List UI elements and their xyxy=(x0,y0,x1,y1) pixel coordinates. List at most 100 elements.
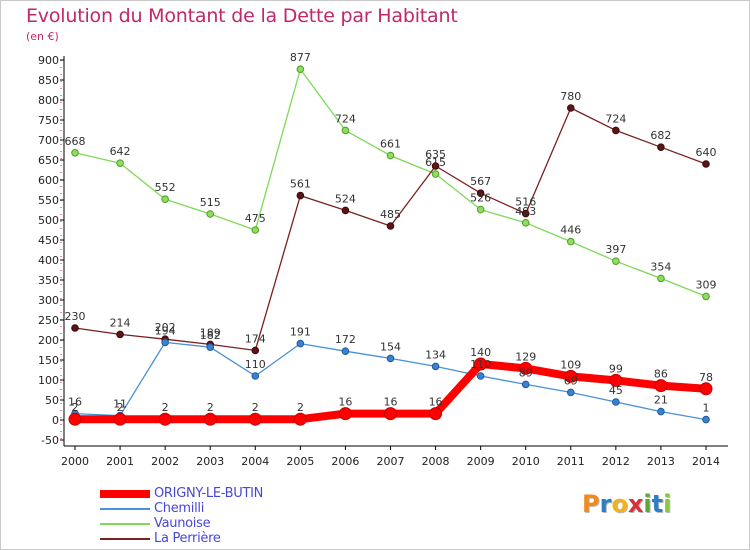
data-point xyxy=(341,126,350,135)
data-point xyxy=(566,237,575,246)
data-label: 16 xyxy=(384,396,398,409)
data-point xyxy=(521,380,530,389)
data-point xyxy=(429,407,443,421)
data-label: 724 xyxy=(335,112,356,125)
data-label: 2 xyxy=(117,401,124,414)
data-point xyxy=(609,373,623,387)
data-label: 661 xyxy=(380,138,401,151)
x-tick-label: 2012 xyxy=(602,455,630,468)
data-label: 2 xyxy=(72,401,79,414)
logo-letter: r xyxy=(599,490,612,518)
chart-subtitle: (en €) xyxy=(26,30,59,43)
legend-swatch xyxy=(100,489,150,498)
data-label: 214 xyxy=(110,316,131,329)
data-point xyxy=(699,382,713,396)
data-label: 69 xyxy=(564,374,578,387)
data-point xyxy=(654,379,668,393)
data-label: 78 xyxy=(699,371,713,384)
y-tick-label: 450 xyxy=(38,234,59,247)
data-point xyxy=(521,219,530,227)
y-tick-label: 500 xyxy=(38,214,59,227)
y-tick-label: -50 xyxy=(41,434,59,447)
data-label: 446 xyxy=(560,224,581,237)
data-point xyxy=(251,372,260,380)
y-tick-label: 50 xyxy=(45,394,59,407)
data-point xyxy=(203,412,217,426)
y-tick-label: 150 xyxy=(38,354,59,367)
data-point xyxy=(612,126,620,135)
data-label: 397 xyxy=(605,243,626,256)
data-label: 140 xyxy=(470,346,491,359)
data-label: 189 xyxy=(200,326,221,339)
data-label: 182 xyxy=(200,329,221,342)
x-tick-label: 2000 xyxy=(61,455,89,468)
data-label: 2 xyxy=(207,401,214,414)
data-point xyxy=(296,65,305,73)
logo-letter: i xyxy=(663,490,672,518)
legend-swatch xyxy=(100,522,150,525)
data-label: 2 xyxy=(297,401,304,414)
data-label: 191 xyxy=(290,326,311,339)
data-point xyxy=(251,346,260,355)
data-point xyxy=(431,362,440,371)
data-label: 309 xyxy=(696,278,717,291)
data-label: 194 xyxy=(155,324,176,337)
data-point xyxy=(296,191,305,200)
legend-item: La Perrière xyxy=(100,531,263,546)
data-point xyxy=(476,205,485,214)
data-label: 724 xyxy=(605,112,626,125)
data-point xyxy=(657,407,665,416)
data-label: 172 xyxy=(335,333,356,346)
data-point xyxy=(341,206,350,215)
logo-letter: o xyxy=(611,490,628,518)
y-tick-label: 250 xyxy=(38,314,59,327)
data-point xyxy=(566,388,575,397)
data-point xyxy=(116,159,124,167)
y-tick-label: 650 xyxy=(38,154,59,167)
data-point xyxy=(384,407,397,421)
data-label: 109 xyxy=(560,358,581,371)
legend-item: Vaunoise xyxy=(100,516,263,531)
x-tick-label: 2004 xyxy=(241,455,269,468)
legend-item: ORIGNY-LE-BUTIN xyxy=(100,486,263,501)
x-tick-label: 2002 xyxy=(151,455,179,468)
data-label: 567 xyxy=(470,175,491,188)
data-point xyxy=(702,415,710,424)
data-label: 202 xyxy=(155,321,176,334)
data-label: 640 xyxy=(696,146,717,159)
data-label: 552 xyxy=(155,181,176,194)
data-label: 129 xyxy=(515,350,536,363)
data-label: 561 xyxy=(290,178,311,191)
x-tick-label: 2008 xyxy=(422,455,450,468)
logo-letter: t xyxy=(651,490,664,518)
data-point xyxy=(657,143,665,151)
data-label: 86 xyxy=(654,368,668,381)
x-tick-label: 2013 xyxy=(647,455,675,468)
y-tick-label: 550 xyxy=(38,194,59,207)
data-label: 524 xyxy=(335,192,356,205)
legend-label: Chemilli xyxy=(154,501,205,516)
data-point xyxy=(248,412,262,426)
data-label: 1 xyxy=(703,402,710,415)
x-tick-label: 2011 xyxy=(557,455,585,468)
data-label: 515 xyxy=(200,196,221,209)
proxiti-logo: Proxiti xyxy=(582,490,671,518)
data-point xyxy=(386,151,395,160)
data-label: 615 xyxy=(425,156,446,169)
data-label: 16 xyxy=(68,396,82,409)
data-point xyxy=(476,372,485,380)
data-point xyxy=(206,343,215,352)
data-label: 154 xyxy=(380,340,401,353)
data-point xyxy=(657,274,665,283)
legend-label: La Perrière xyxy=(154,531,221,546)
logo-letter: P xyxy=(582,490,600,518)
data-label: 354 xyxy=(650,260,671,273)
y-tick-label: 900 xyxy=(38,54,59,67)
y-tick-label: 600 xyxy=(38,174,59,187)
legend-item: Chemilli xyxy=(100,501,263,516)
y-tick-label: 100 xyxy=(38,374,59,387)
data-point xyxy=(431,170,440,178)
data-label: 493 xyxy=(515,205,536,218)
data-label: 134 xyxy=(425,348,446,361)
